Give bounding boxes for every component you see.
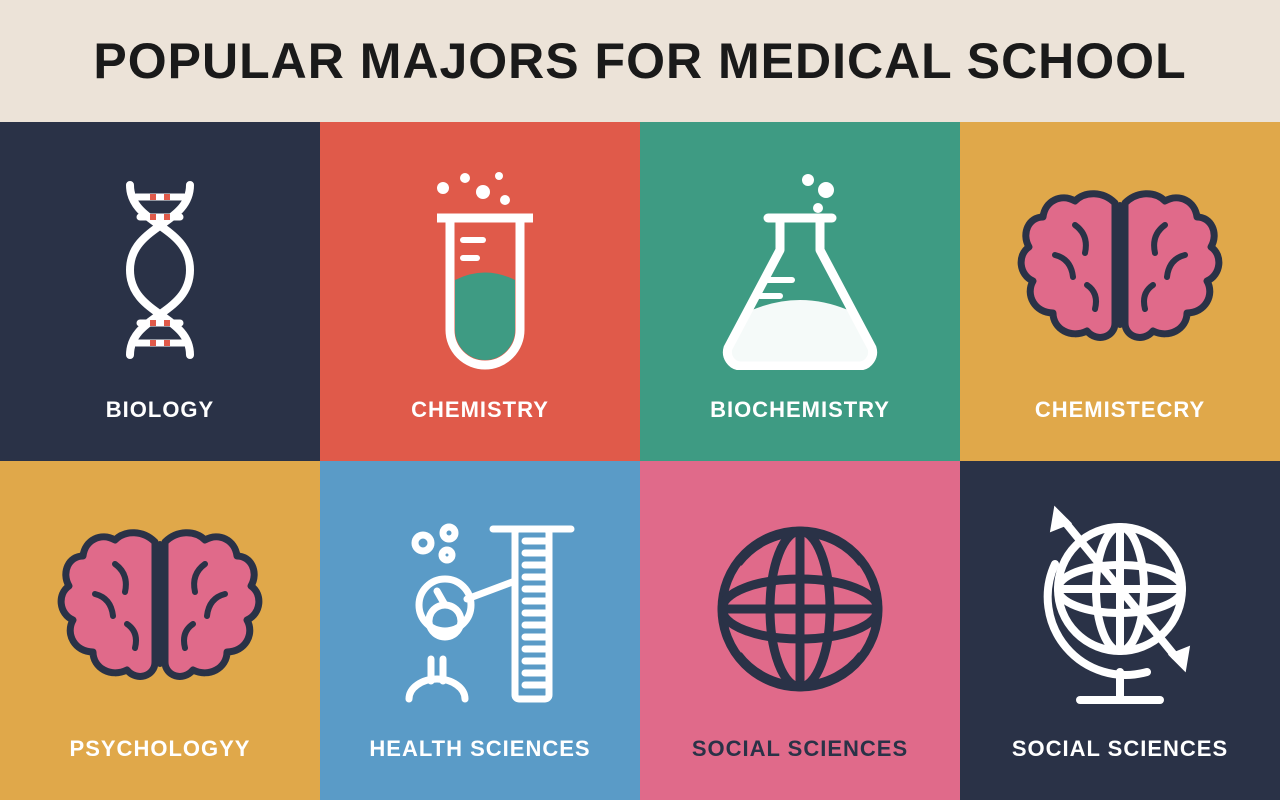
majors-grid: BIOLOGY CHEMISTRY BIOCHEMISTRY (0, 122, 1280, 800)
globe-stand-icon (980, 481, 1260, 736)
brain-icon (20, 481, 300, 736)
dna-icon (20, 142, 300, 397)
major-label: BIOLOGY (106, 397, 214, 423)
major-tile: CHEMISTECRY (960, 122, 1280, 461)
page-title: POPULAR MAJORS FOR MEDICAL SCHOOL (93, 32, 1186, 90)
flask-icon (660, 142, 940, 397)
major-label: SOCIAL SCIENCES (1012, 736, 1228, 762)
infographic-page: POPULAR MAJORS FOR MEDICAL SCHOOL BIOLOG… (0, 0, 1280, 800)
test-tube-icon (340, 142, 620, 397)
major-label: SOCIAL SCIENCES (692, 736, 908, 762)
brain-icon (980, 142, 1260, 397)
major-label: CHEMISTRY (411, 397, 549, 423)
major-tile: HEALTH SCIENCES (320, 461, 640, 800)
major-label: HEALTH SCIENCES (369, 736, 590, 762)
header: POPULAR MAJORS FOR MEDICAL SCHOOL (0, 0, 1280, 122)
major-tile: CHEMISTRY (320, 122, 640, 461)
globe-icon (660, 481, 940, 736)
major-label: BIOCHEMISTRY (710, 397, 890, 423)
major-tile: SOCIAL SCIENCES (640, 461, 960, 800)
major-tile: BIOLOGY (0, 122, 320, 461)
lab-icon (340, 481, 620, 736)
major-label: CHEMISTECRY (1035, 397, 1205, 423)
major-tile: SOCIAL SCIENCES (960, 461, 1280, 800)
major-tile: BIOCHEMISTRY (640, 122, 960, 461)
major-tile: PSYCHOLOGYY (0, 461, 320, 800)
major-label: PSYCHOLOGYY (70, 736, 251, 762)
